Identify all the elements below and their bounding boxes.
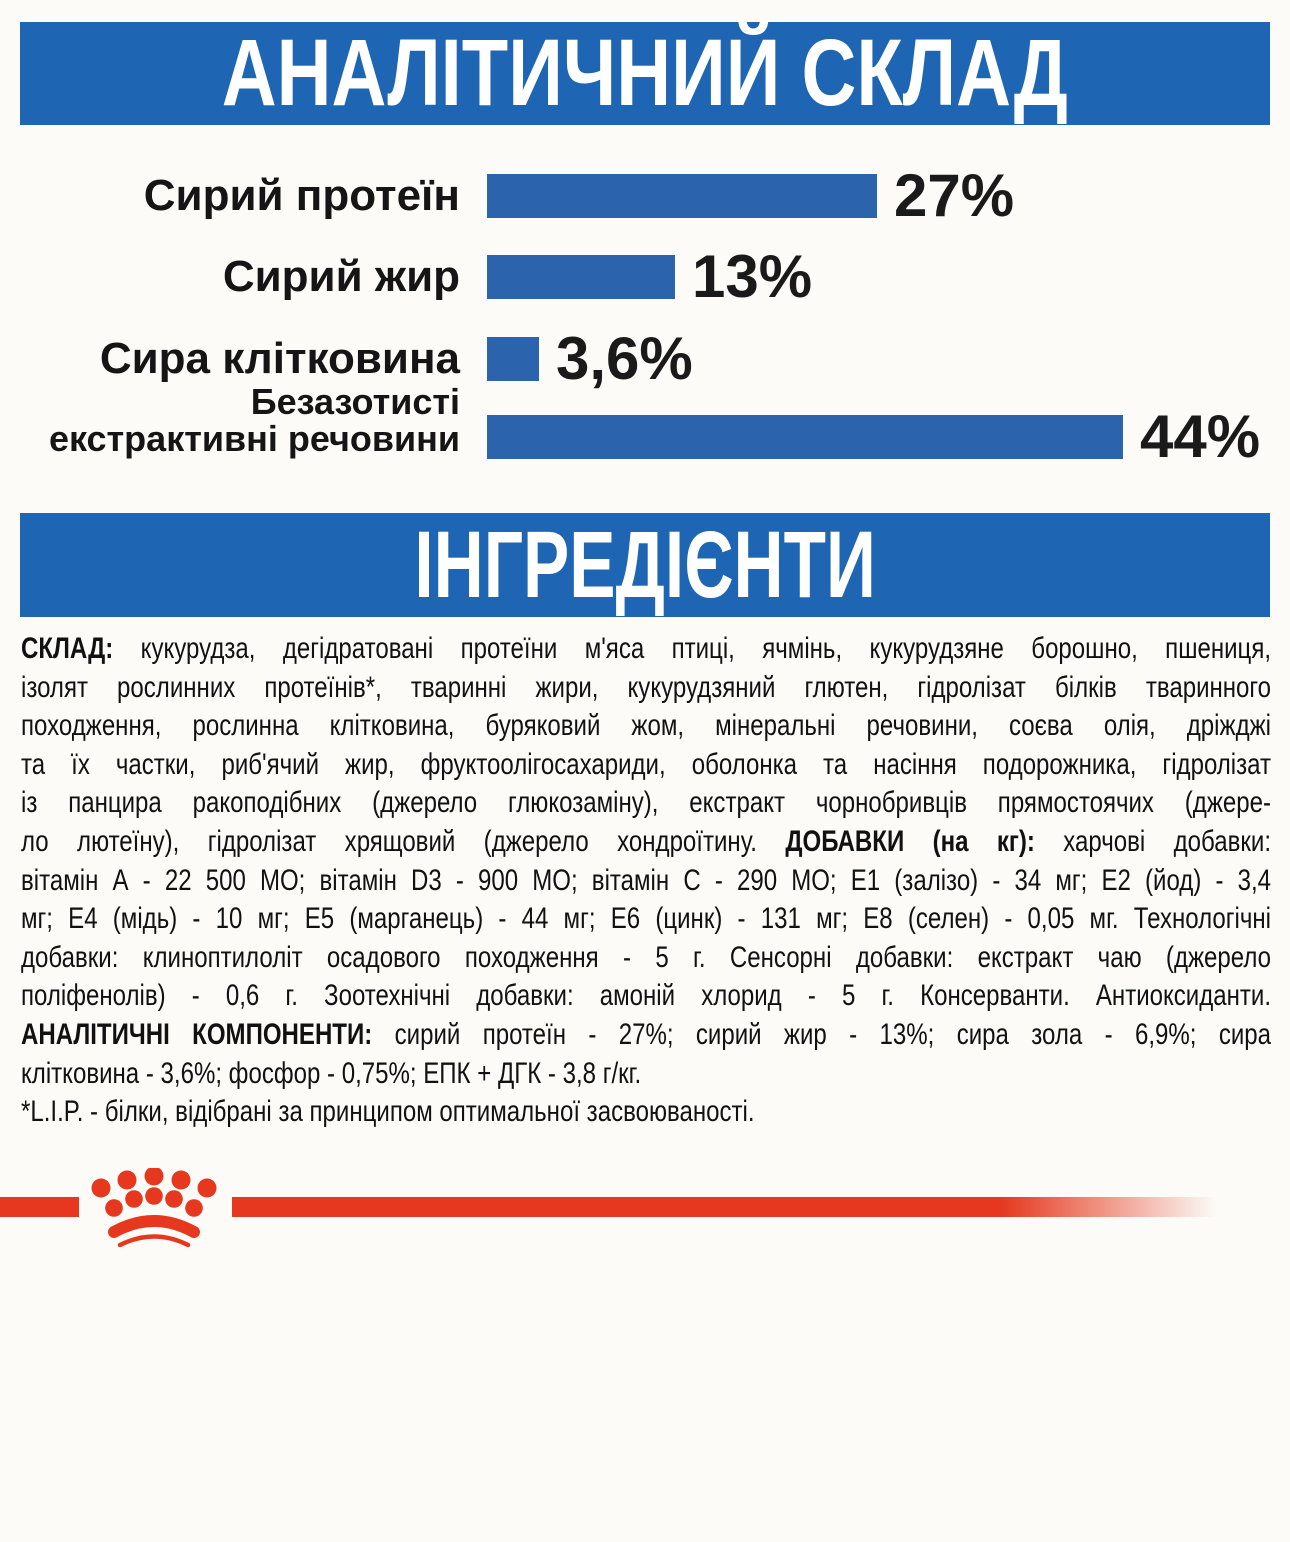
chart-bar <box>487 337 539 381</box>
ingredients-text-block: СКЛАД: кукурудза, дегідратовані протеїни… <box>21 630 1271 1132</box>
chart-value: 44% <box>1140 403 1261 470</box>
royal-canin-crown-logo <box>91 1168 217 1248</box>
section-banner-analytical: АНАЛІТИЧНИЙ СКЛАД <box>20 22 1270 125</box>
text-line: із панцира ракоподібних (джерело глюкоза… <box>21 786 1272 820</box>
chart-category-label: Безазотисті екстрактивні речовини <box>48 381 460 459</box>
chart-bar <box>487 174 877 218</box>
section-banner-ingredients: ІНГРЕДІЄНТИ <box>20 513 1270 617</box>
text-line: походження, рослинна клітковина, буряков… <box>21 709 1272 743</box>
chart-category-label: Сирий жир <box>222 252 460 301</box>
text-line: мг; Е4 (мідь) - 10 мг; Е5 (марганець) - … <box>21 902 1272 936</box>
brand-stripe-left <box>0 1197 79 1217</box>
chart-category-label: Сирий протеїн <box>143 171 460 220</box>
text-line: та їх частки, риб'ячий жир, фруктоолігос… <box>21 747 1272 781</box>
brand-stripe-right <box>232 1197 1217 1217</box>
chart-value: 13% <box>692 243 813 310</box>
text-line: ізолят рослинних протеїнів*, тваринні жи… <box>21 670 1272 704</box>
text-line: клітковина - 3,6%; фосфор - 0,75%; ЕПК +… <box>21 1056 642 1090</box>
text-line: вітамін А - 22 500 МО; вітамін D3 - 900 … <box>21 863 1272 897</box>
chart-value: 27% <box>894 162 1015 229</box>
text-line: АНАЛІТИЧНІ КОМПОНЕНТИ: сирий протеїн - 2… <box>21 1017 1272 1051</box>
text-line: поліфенолів) - 0,6 г. Зоотехнічні добавк… <box>21 979 1272 1013</box>
ingredients-section-title: ІНГРЕДІЄНТИ <box>414 511 876 618</box>
text-line: *L.I.P. - білки, відібрані за принципом … <box>21 1095 755 1129</box>
analytical-composition-chart: Сирий протеїн 27% Сирий жир 13% Сира клітков… <box>0 0 1290 500</box>
chart-category-label: Сира клітковина <box>99 334 460 383</box>
chart-bar <box>487 255 675 299</box>
text-line: СКЛАД: кукурудза, дегідратовані протеїни… <box>21 632 1272 665</box>
text-line: ло лютеїну), гідролізат хрящовий (джерел… <box>21 824 1272 858</box>
analytical-section-title: АНАЛІТИЧНИЙ СКЛАД <box>221 20 1069 126</box>
text-line: добавки: клиноптилоліт осадового походже… <box>21 940 1272 974</box>
chart-value: 3,6% <box>556 325 693 392</box>
chart-bar <box>487 415 1123 459</box>
